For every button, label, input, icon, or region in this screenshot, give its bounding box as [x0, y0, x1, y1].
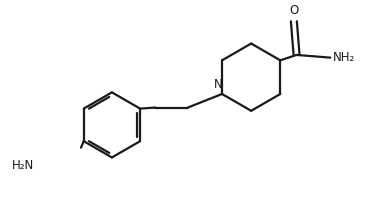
Text: NH₂: NH₂ [332, 51, 355, 64]
Text: O: O [289, 4, 298, 17]
Text: H₂N: H₂N [11, 159, 34, 172]
Text: N: N [214, 78, 223, 91]
